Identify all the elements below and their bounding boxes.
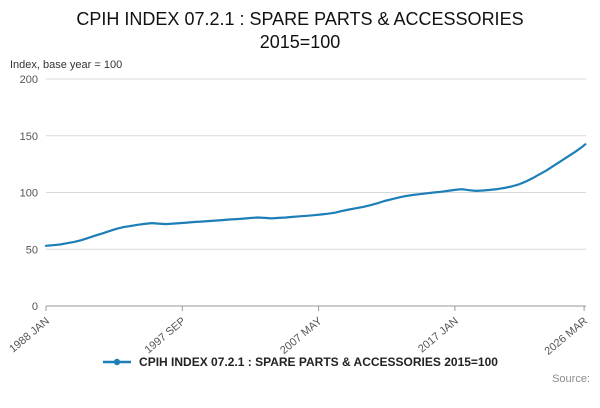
legend-line-marker (103, 358, 132, 365)
y-tick-label: 150 (20, 131, 38, 143)
y-axis-note: Index, base year = 100 (10, 58, 123, 71)
y-tick-label: 0 (32, 301, 38, 313)
y-tick-label: 200 (20, 74, 38, 86)
y-tick-label: 100 (20, 187, 38, 199)
x-tick-label: 2017 JAN (416, 315, 461, 355)
x-tick-label: 2007 MAY (278, 314, 325, 354)
chart-title: CPIH INDEX 07.2.1 : SPARE PARTS & ACCESS… (76, 9, 524, 53)
legend-item[interactable]: CPIH INDEX 07.2.1 : SPARE PARTS & ACCESS… (0, 355, 600, 369)
legend-marker-dot (113, 358, 121, 365)
x-tick-label: 1988 JAN (7, 315, 52, 355)
x-tick-label: 2026 MAR (543, 315, 591, 355)
line-chart: 0 50 100 150 200 1988 JAN 1997 SEP 2007 MAY 2017… (7, 74, 591, 355)
source-label: Source: (552, 372, 590, 385)
y-tick-label: 50 (26, 244, 38, 256)
data-line (44, 142, 587, 247)
legend-label: CPIH INDEX 07.2.1 : SPARE PARTS & ACCESS… (139, 354, 498, 369)
x-tick-label: 1997 SEP (143, 315, 189, 355)
